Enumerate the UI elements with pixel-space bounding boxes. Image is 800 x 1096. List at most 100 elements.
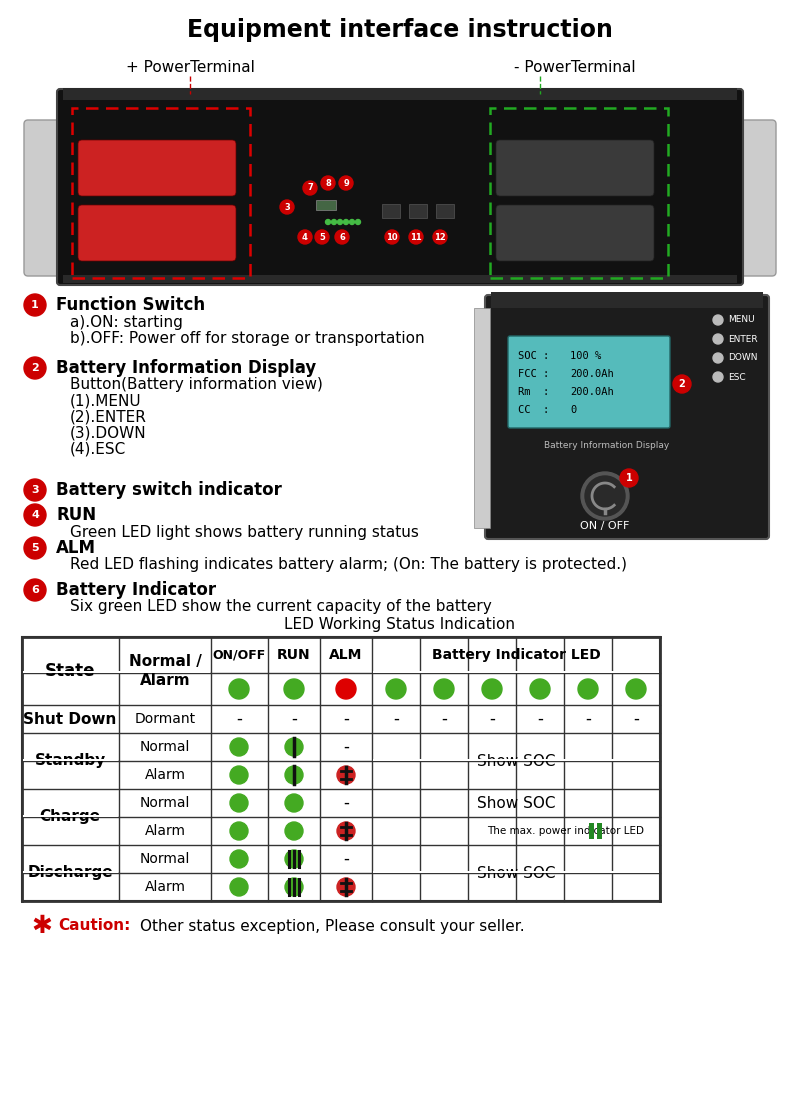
- Text: Other status exception, Please consult your seller.: Other status exception, Please consult y…: [140, 918, 525, 934]
- Text: 4: 4: [302, 232, 308, 241]
- Text: 5: 5: [31, 543, 39, 553]
- Text: -: -: [537, 710, 543, 728]
- Circle shape: [350, 219, 354, 225]
- Circle shape: [337, 766, 355, 784]
- Text: Alarm: Alarm: [145, 880, 186, 894]
- Circle shape: [24, 504, 46, 526]
- Text: 5: 5: [319, 232, 325, 241]
- Circle shape: [230, 794, 248, 812]
- Text: (3).DOWN: (3).DOWN: [70, 425, 146, 441]
- Text: Button(Battery information view): Button(Battery information view): [70, 377, 323, 392]
- Circle shape: [336, 680, 356, 699]
- Bar: [382, 204, 400, 218]
- Text: LED Working Status Indication: LED Working Status Indication: [285, 617, 515, 632]
- Circle shape: [285, 878, 303, 897]
- Text: 6: 6: [31, 585, 39, 595]
- Text: -: -: [236, 710, 242, 728]
- Text: + PowerTerminal: + PowerTerminal: [126, 60, 254, 76]
- Text: Dormant: Dormant: [134, 712, 195, 726]
- Circle shape: [303, 181, 317, 195]
- Circle shape: [285, 822, 303, 840]
- Circle shape: [386, 680, 406, 699]
- Text: 1: 1: [31, 300, 39, 310]
- Text: Alarm: Alarm: [145, 768, 186, 783]
- Text: ALM: ALM: [56, 539, 96, 557]
- Text: Shut Down: Shut Down: [23, 711, 117, 727]
- Bar: [491, 292, 763, 308]
- Text: MENU: MENU: [728, 316, 754, 324]
- Text: Battery switch indicator: Battery switch indicator: [56, 481, 282, 499]
- Text: ✱: ✱: [31, 914, 53, 938]
- FancyBboxPatch shape: [730, 119, 776, 276]
- Bar: [316, 199, 336, 210]
- Text: FCC :: FCC :: [518, 369, 550, 379]
- Bar: [436, 204, 454, 218]
- Text: -: -: [343, 738, 349, 756]
- FancyBboxPatch shape: [78, 140, 236, 196]
- Text: -: -: [343, 710, 349, 728]
- Text: ENTER: ENTER: [728, 334, 758, 343]
- Circle shape: [335, 230, 349, 244]
- Circle shape: [482, 680, 502, 699]
- Bar: [373, 760, 659, 761]
- Text: 10: 10: [386, 232, 398, 241]
- FancyBboxPatch shape: [485, 295, 769, 539]
- Bar: [63, 275, 737, 283]
- Text: 4: 4: [31, 510, 39, 520]
- Text: -: -: [489, 710, 495, 728]
- Text: DOWN: DOWN: [728, 354, 758, 363]
- Circle shape: [331, 219, 337, 225]
- Text: RUN: RUN: [56, 506, 96, 524]
- Bar: [23, 671, 210, 673]
- Bar: [22, 637, 660, 901]
- Text: a).ON: starting: a).ON: starting: [70, 315, 183, 330]
- Circle shape: [230, 738, 248, 756]
- Text: b).OFF: Power off for storage or transportation: b).OFF: Power off for storage or transpo…: [70, 331, 425, 345]
- Text: Function Switch: Function Switch: [56, 296, 205, 313]
- Text: -: -: [343, 850, 349, 868]
- Circle shape: [298, 230, 312, 244]
- Text: -: -: [291, 710, 297, 728]
- Text: 8: 8: [325, 179, 331, 187]
- Circle shape: [355, 219, 361, 225]
- Circle shape: [620, 469, 638, 487]
- Text: State: State: [45, 662, 95, 680]
- Text: Red LED flashing indicates battery alarm; (On: The battery is protected.): Red LED flashing indicates battery alarm…: [70, 558, 627, 572]
- Circle shape: [578, 680, 598, 699]
- Circle shape: [585, 476, 625, 516]
- FancyBboxPatch shape: [24, 119, 70, 276]
- Text: 3: 3: [31, 486, 39, 495]
- Text: 6: 6: [339, 232, 345, 241]
- Circle shape: [230, 878, 248, 897]
- Circle shape: [409, 230, 423, 244]
- Text: 9: 9: [343, 179, 349, 187]
- Circle shape: [581, 472, 629, 520]
- Text: ALM: ALM: [330, 648, 362, 662]
- Circle shape: [229, 680, 249, 699]
- Text: Show SOC: Show SOC: [477, 866, 555, 880]
- Text: SOC :: SOC :: [518, 351, 550, 361]
- Bar: [490, 109, 668, 278]
- FancyBboxPatch shape: [496, 140, 654, 196]
- Text: (2).ENTER: (2).ENTER: [70, 410, 147, 424]
- Text: Show SOC: Show SOC: [477, 754, 555, 768]
- Bar: [474, 308, 490, 528]
- Circle shape: [24, 537, 46, 559]
- Text: Standby: Standby: [34, 754, 106, 768]
- Text: ESC: ESC: [728, 373, 746, 381]
- Text: ON / OFF: ON / OFF: [580, 521, 630, 530]
- Text: The max. power indicator LED: The max. power indicator LED: [487, 826, 644, 836]
- Circle shape: [230, 766, 248, 784]
- Circle shape: [713, 372, 723, 383]
- Text: 0: 0: [570, 406, 576, 415]
- Bar: [23, 760, 118, 761]
- Text: Alarm: Alarm: [145, 824, 186, 838]
- Text: Equipment interface instruction: Equipment interface instruction: [187, 18, 613, 42]
- Text: 2: 2: [31, 363, 39, 373]
- Text: Battery Information Display: Battery Information Display: [544, 442, 670, 450]
- Circle shape: [230, 822, 248, 840]
- Bar: [23, 815, 118, 817]
- Text: Caution:: Caution:: [58, 918, 130, 934]
- Circle shape: [24, 357, 46, 379]
- Circle shape: [315, 230, 329, 244]
